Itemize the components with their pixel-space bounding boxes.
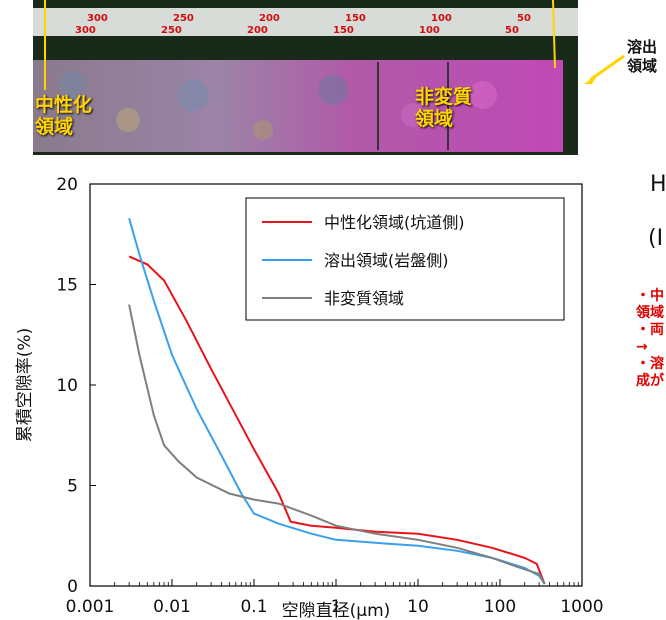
ruler-tick-label: 250	[173, 13, 194, 24]
ruler-tick-label: 300	[87, 13, 108, 24]
ruler-tick-label: 100	[419, 25, 440, 36]
ruler-tick-label: 100	[431, 13, 452, 24]
core-sample-image: 300 250 200 150 100 50 300 250 200 150 100 50	[33, 0, 578, 155]
y-tick-label: 10	[56, 376, 78, 396]
x-axis-label: 空隙直径(μm)	[282, 601, 391, 620]
series-line	[128, 255, 546, 585]
legend: 中性化領域(坑道側) 溶出領域(岩盤側) 非変質領域	[245, 197, 565, 321]
leached-arrow	[584, 54, 625, 84]
ruler-tick-label: 200	[259, 13, 280, 24]
ruler-tick-label: 300	[75, 25, 96, 36]
ruler	[33, 8, 578, 36]
y-tick-label: 20	[56, 175, 78, 195]
ruler-tick-label: 150	[345, 13, 366, 24]
x-tick-label: 0.001	[66, 597, 115, 617]
x-tick-label: 100	[484, 597, 516, 617]
label-neutralized-region: 中性化 領域	[35, 94, 93, 138]
legend-label: 非変質領域	[324, 289, 404, 308]
core-sample-photo: 300 250 200 150 100 50 300 250 200 150 100 50 中性化 領…	[33, 0, 578, 155]
ruler-tick-label: 50	[517, 13, 531, 24]
ruler-tick-label: 150	[333, 25, 354, 36]
label-leached-region: 溶出 領域	[627, 38, 658, 75]
ruler-tick-label: 50	[505, 25, 519, 36]
y-tick-label: 15	[56, 276, 78, 296]
porosity-chart: 0 5 10 15 20 0.001 0.01 0.1 1 10 100 1000 空隙直径(μm)…	[15, 175, 604, 620]
legend-label: 中性化領域(坑道側)	[324, 213, 465, 232]
side-heading-2: (I	[648, 226, 664, 251]
y-tick-label: 5	[67, 477, 78, 497]
x-tick-label: 0.01	[153, 597, 191, 617]
legend-label: 溶出領域(岩盤側)	[324, 251, 449, 270]
x-tick-label: 1000	[560, 597, 603, 617]
ruler-tick-label: 200	[247, 25, 268, 36]
core-sample	[33, 60, 563, 152]
side-note-5: ・溶	[636, 356, 664, 372]
label-unaltered-region: 非変質 領域	[415, 86, 473, 130]
series-line	[128, 304, 546, 585]
x-tick-label: 1	[331, 597, 342, 617]
y-axis-label: 累積空隙率(%)	[15, 328, 35, 442]
side-note-6: 成が	[636, 373, 664, 389]
side-note-2: 領域	[636, 305, 664, 321]
ruler-tick-label: 250	[161, 25, 182, 36]
x-tick-label: 10	[407, 597, 429, 617]
side-note-4: →	[636, 339, 648, 355]
side-note-1: ・中	[636, 288, 664, 304]
x-tick-label: 0.1	[240, 597, 267, 617]
side-note-3: ・両	[636, 322, 664, 338]
side-heading-1: H	[650, 172, 666, 197]
y-tick-label: 0	[67, 577, 78, 597]
